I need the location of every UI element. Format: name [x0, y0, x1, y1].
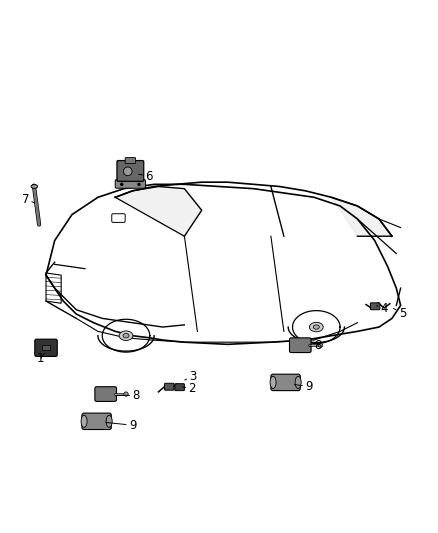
Text: 8: 8 — [117, 389, 140, 402]
FancyBboxPatch shape — [271, 374, 300, 391]
Ellipse shape — [81, 415, 87, 427]
FancyBboxPatch shape — [371, 303, 380, 310]
FancyBboxPatch shape — [112, 214, 125, 222]
FancyBboxPatch shape — [82, 413, 111, 430]
Ellipse shape — [102, 319, 150, 352]
FancyBboxPatch shape — [165, 383, 174, 390]
Text: 2: 2 — [183, 382, 196, 395]
Ellipse shape — [313, 325, 319, 329]
FancyBboxPatch shape — [35, 339, 57, 357]
Ellipse shape — [119, 331, 133, 341]
FancyBboxPatch shape — [125, 158, 135, 164]
Ellipse shape — [309, 322, 323, 332]
FancyBboxPatch shape — [290, 338, 311, 352]
Text: 1: 1 — [37, 352, 45, 365]
Ellipse shape — [270, 376, 276, 389]
FancyBboxPatch shape — [117, 160, 144, 181]
Text: 5: 5 — [394, 306, 406, 320]
Text: 8: 8 — [310, 338, 321, 352]
Polygon shape — [115, 187, 202, 236]
Circle shape — [124, 167, 132, 176]
Text: 4: 4 — [376, 302, 388, 316]
Text: 6: 6 — [139, 170, 153, 183]
FancyBboxPatch shape — [95, 387, 117, 401]
Bar — [42, 345, 50, 350]
Ellipse shape — [106, 415, 112, 427]
Text: 3: 3 — [185, 370, 197, 383]
FancyBboxPatch shape — [175, 384, 184, 391]
FancyBboxPatch shape — [115, 180, 145, 188]
Circle shape — [318, 343, 323, 348]
Ellipse shape — [293, 311, 340, 343]
Circle shape — [120, 183, 124, 186]
Ellipse shape — [31, 184, 38, 189]
Circle shape — [137, 183, 141, 186]
Ellipse shape — [295, 376, 301, 389]
Ellipse shape — [123, 334, 129, 338]
Text: 7: 7 — [21, 193, 34, 206]
Circle shape — [124, 392, 128, 396]
Text: 9: 9 — [106, 419, 136, 432]
Polygon shape — [332, 197, 392, 236]
Text: 9: 9 — [294, 380, 313, 393]
